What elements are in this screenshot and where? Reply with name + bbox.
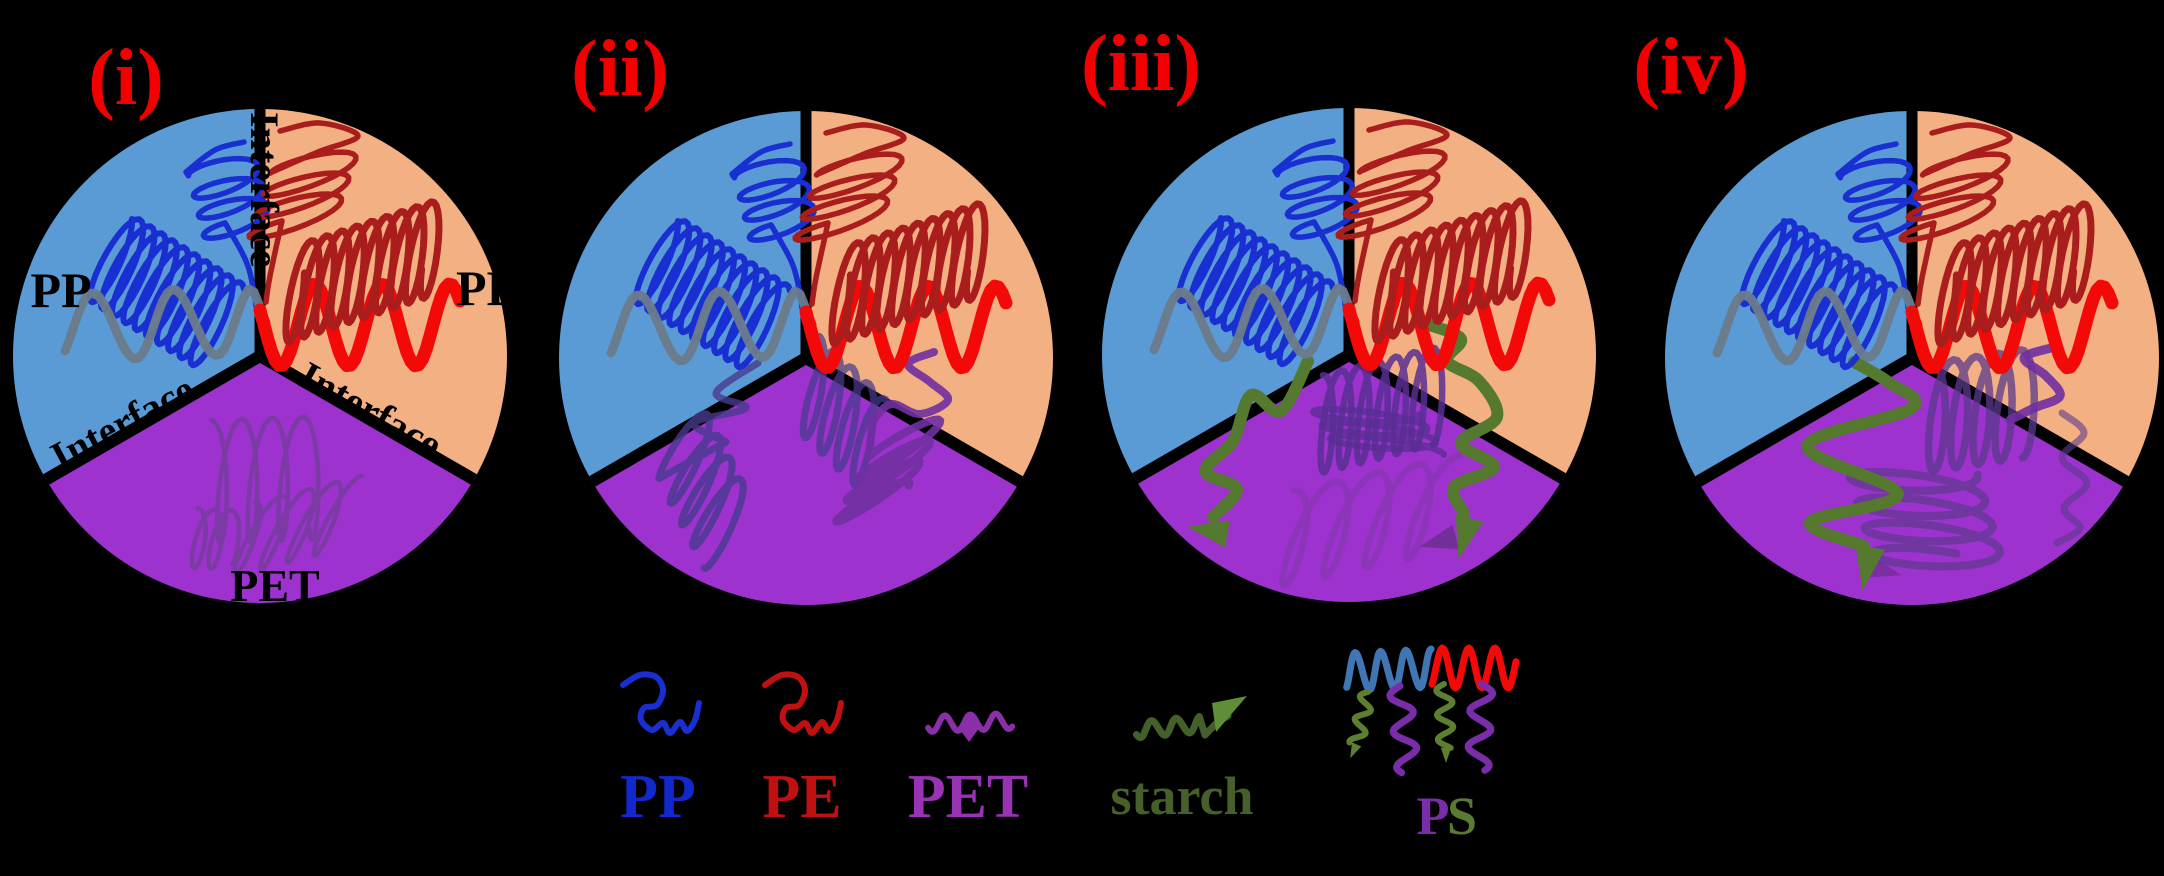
svg-text:PE: PE — [456, 260, 520, 316]
svg-text:PP: PP — [30, 262, 91, 318]
svg-text:PET: PET — [230, 560, 319, 611]
svg-text:starch: starch — [1111, 766, 1254, 826]
svg-text:(ii): (ii) — [571, 25, 669, 113]
svg-text:(iv): (iv) — [1633, 23, 1749, 111]
svg-text:S: S — [1447, 786, 1477, 846]
svg-text:PET: PET — [908, 763, 1029, 831]
svg-text:(iii): (iii) — [1081, 20, 1201, 108]
svg-text:(i): (i) — [88, 34, 164, 122]
svg-text:Interface: Interface — [242, 112, 287, 267]
svg-text:PP: PP — [620, 763, 696, 831]
svg-text:PE: PE — [762, 763, 841, 831]
svg-text:P: P — [1417, 786, 1450, 846]
